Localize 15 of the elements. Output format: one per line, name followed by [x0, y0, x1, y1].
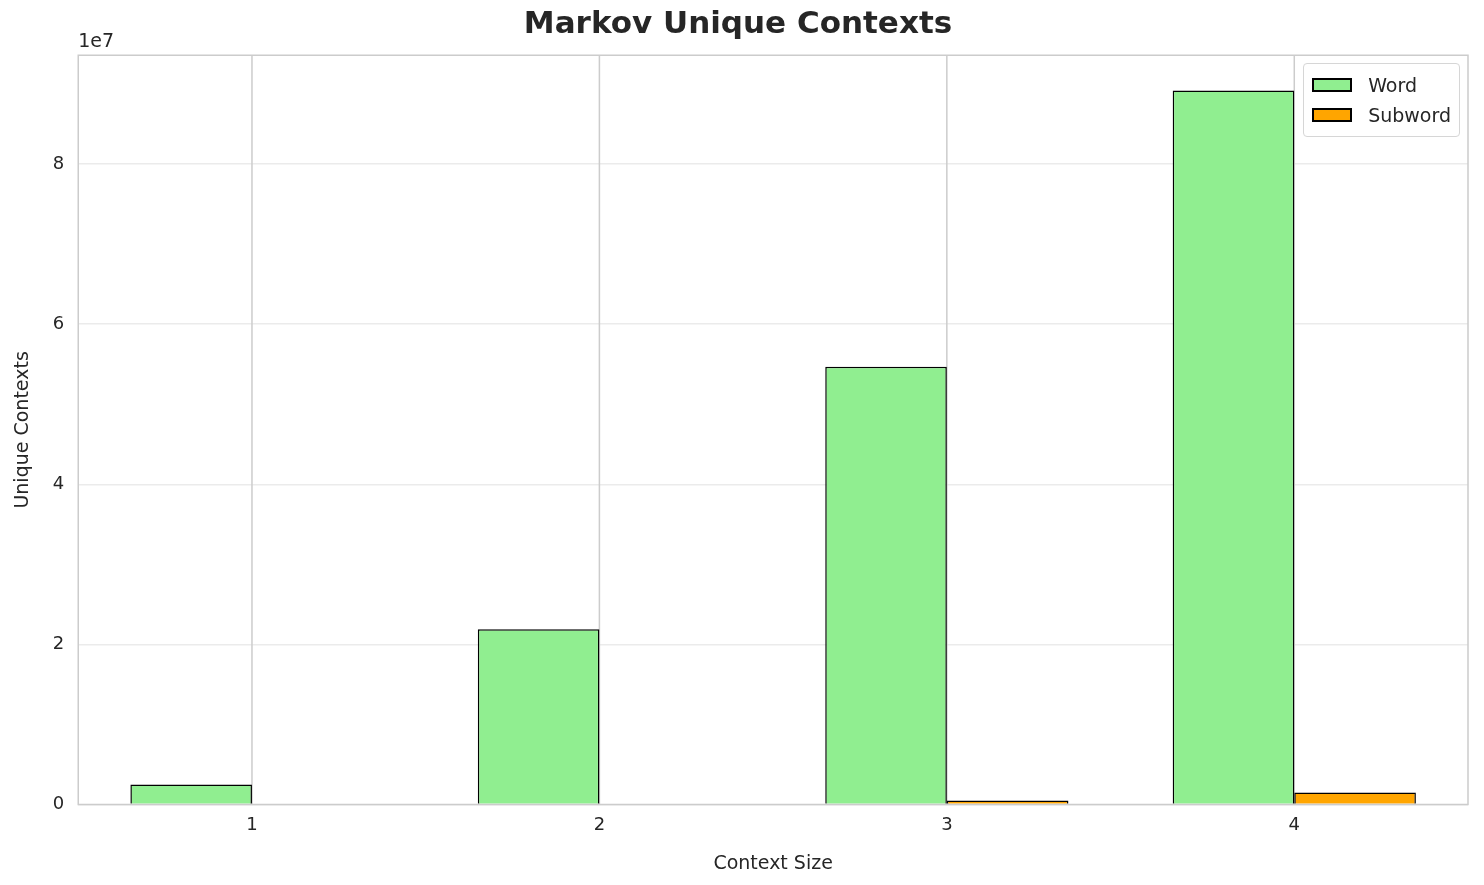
y-tick-label: 8: [52, 151, 65, 173]
x-tick-label: 3: [941, 813, 953, 835]
x-tick-label: 1: [246, 813, 258, 835]
chart-title: Markov Unique Contexts: [523, 3, 953, 40]
legend-label: Word: [1368, 74, 1417, 97]
y-tick-label: 4: [52, 472, 65, 494]
y-axis-title: Unique Contexts: [10, 351, 33, 509]
x-axis-title: Context Size: [713, 850, 833, 873]
y-tick-label: 0: [52, 792, 65, 814]
y-tick-label: 6: [52, 311, 65, 333]
legend-label: Subword: [1368, 104, 1451, 127]
x-tick-label: 2: [593, 813, 606, 835]
x-tick-label: 4: [1288, 813, 1301, 835]
text: 1e7: [78, 28, 115, 51]
y-tick-label: 2: [52, 632, 65, 654]
